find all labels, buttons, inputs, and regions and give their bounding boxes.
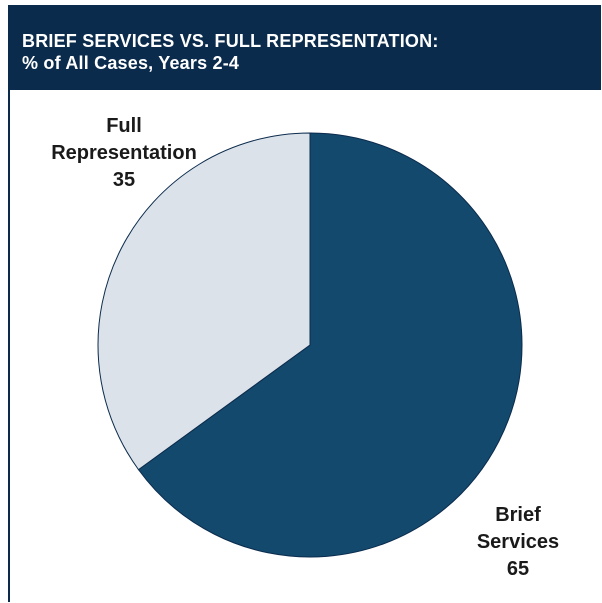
pie-slice-full-representation — [97, 132, 311, 471]
slice-label-line: Services — [477, 531, 559, 553]
chart-title: BRIEF SERVICES VS. FULL REPRESENTATION: — [22, 31, 439, 51]
slice-label-line: Full — [106, 115, 142, 137]
slice-label-line: Representation — [51, 142, 197, 164]
slice-value-brief-services: 65 — [507, 558, 529, 580]
pie-slice-brief-services — [137, 132, 523, 558]
chart-subtitle: % of All Cases, Years 2-4 — [22, 53, 240, 73]
slice-value-full-representation: 35 — [113, 169, 135, 191]
chart-header: BRIEF SERVICES VS. FULL REPRESENTATION: … — [10, 5, 601, 90]
slice-label-full-representation: Full Representation 35 — [51, 115, 197, 191]
slice-label-brief-services: Brief Services 65 — [477, 504, 559, 580]
slice-label-line: Brief — [495, 504, 541, 526]
